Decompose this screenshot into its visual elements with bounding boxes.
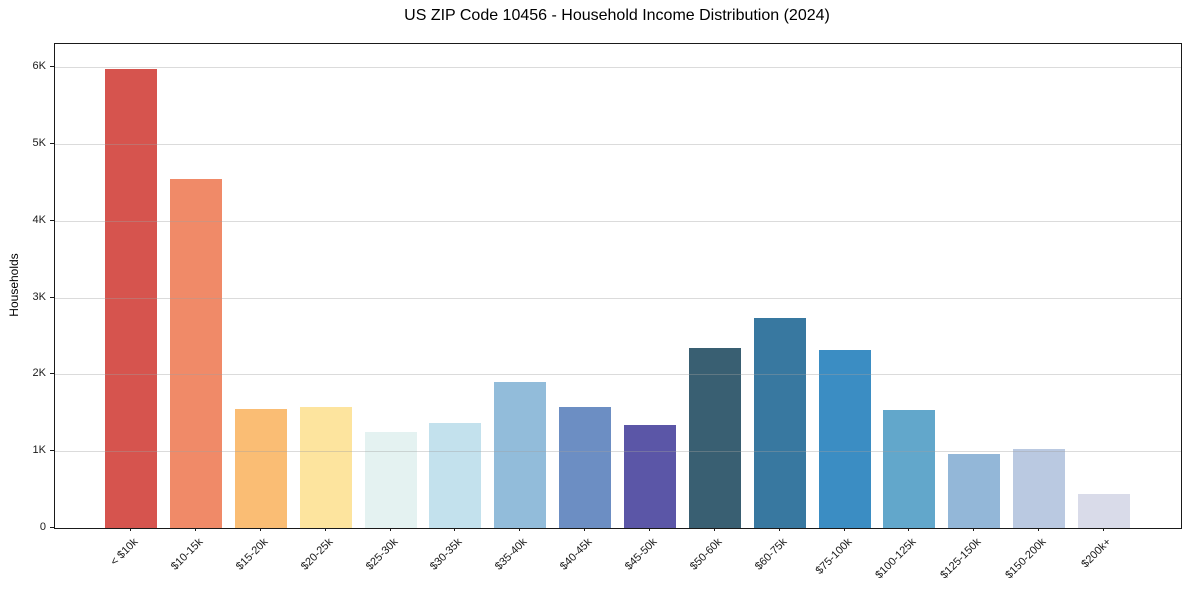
x-tick-mark [1038,527,1040,531]
x-tick-label: $125-150k [938,536,984,582]
y-tick-label: 5K [32,136,46,149]
y-tick-label: 0 [39,521,46,533]
gridline [55,374,1181,376]
y-tick-mark [50,66,54,67]
x-tick-mark [584,527,586,531]
bar-$45-50k [624,425,676,528]
x-tick-label: < $10k [108,536,141,569]
x-tick-mark [973,527,975,531]
x-tick-mark [194,527,196,531]
bar-< $10k [105,69,157,528]
bar-$150-200k [1013,448,1066,528]
x-tick-mark [713,527,715,531]
y-tick-label: 3K [32,290,46,303]
x-tick-mark [778,527,780,531]
x-tick-mark [389,527,391,531]
x-tick-mark [259,527,261,531]
bar-$75-100k [818,349,871,528]
gridline [55,297,1181,299]
x-tick-label: $30-35k [428,536,465,573]
y-tick-mark [50,142,54,144]
x-tick-mark [519,527,521,531]
x-tick-label: $60-75k [752,536,790,573]
bar-$40-45k [559,407,612,528]
x-tick-label: $100-125k [873,536,919,582]
bar-$125-150k [948,453,1001,528]
x-tick-label: $15-20k [233,536,271,573]
x-tick-label: $75-100k [813,536,855,577]
y-tick-label: 4K [32,213,46,226]
x-tick-label: $50-60k [687,536,725,573]
y-axis-label: Households [7,253,21,317]
x-tick-mark [1103,527,1105,531]
x-tick-label: $20-25k [298,536,336,573]
bar-$10-15k [169,179,222,528]
y-tick-label: 1K [32,444,46,457]
x-tick-mark [908,527,910,531]
y-tick-label: 6K [32,60,46,72]
gridline [55,220,1181,222]
bar-$100-125k [883,409,936,528]
x-tick-label: $10-15k [168,536,206,573]
bar-$20-25k [299,406,352,528]
x-tick-label: $200k+ [1079,536,1114,571]
y-tick-mark [50,373,54,375]
x-tick-label: $45-50k [622,536,660,573]
bar-$30-35k [429,422,482,528]
y-tick-mark [50,527,54,528]
x-tick-mark [324,527,326,531]
gridline [55,451,1181,453]
y-tick-label: 2K [32,367,46,380]
bar-$60-75k [753,318,806,528]
x-tick-mark [454,527,456,531]
gridline [55,143,1181,145]
x-tick-label: $40-45k [557,536,595,573]
bar-$15-20k [234,408,287,528]
x-tick-label: $35-40k [493,536,530,573]
y-tick-mark [50,450,54,452]
bar-$200k+ [1078,494,1131,528]
bar-$25-30k [364,432,417,528]
y-tick-mark [50,296,54,298]
bar-$50-60k [688,347,741,528]
x-tick-label: $150-200k [1003,536,1049,582]
plot-area [54,43,1182,529]
bar-$35-40k [494,382,547,528]
x-tick-mark [649,527,650,531]
x-tick-mark [130,527,131,531]
x-tick-mark [843,527,845,531]
x-axis-labels: < $10k $10-15k $15-20k $20-25k $25-30k $30-35… [54,527,1180,590]
y-tick-mark [50,219,54,221]
chart-title: US ZIP Code 10456 - Household Income Dis… [404,7,830,24]
x-tick-label: $25-30k [363,536,400,573]
gridline [55,67,1181,68]
